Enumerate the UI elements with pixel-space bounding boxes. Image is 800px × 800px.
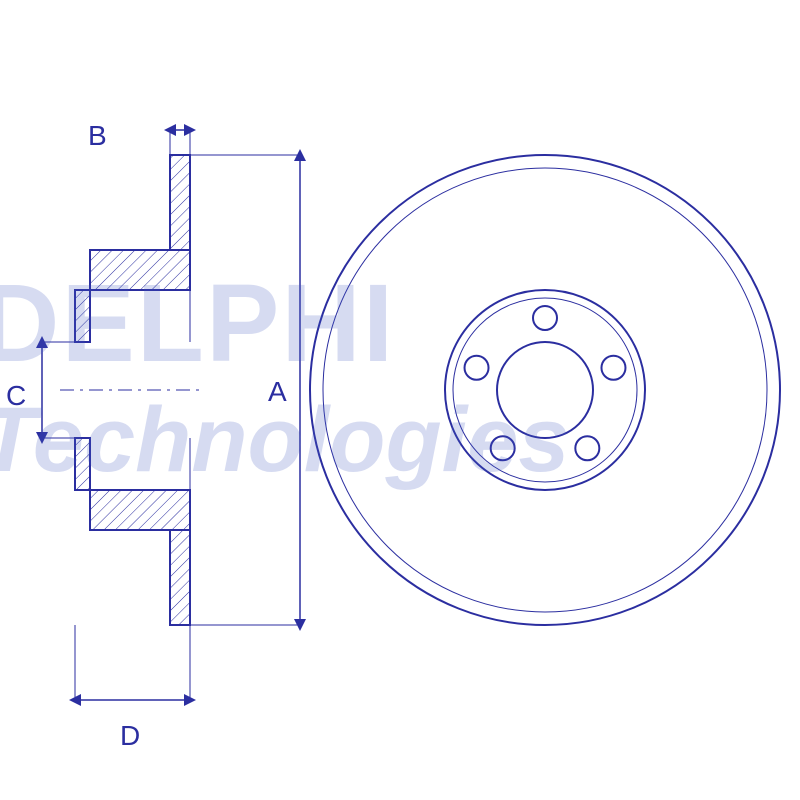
section-view (60, 155, 205, 625)
dimension-label-b: B (88, 120, 107, 152)
dimension-label-c: C (6, 380, 26, 412)
diagram-svg (0, 0, 800, 800)
dimension-label-a: A (268, 376, 287, 408)
dimension-label-d: D (120, 720, 140, 752)
front-view (310, 155, 780, 625)
diagram-canvas: DELPHI Technologies A B C D (0, 0, 800, 800)
